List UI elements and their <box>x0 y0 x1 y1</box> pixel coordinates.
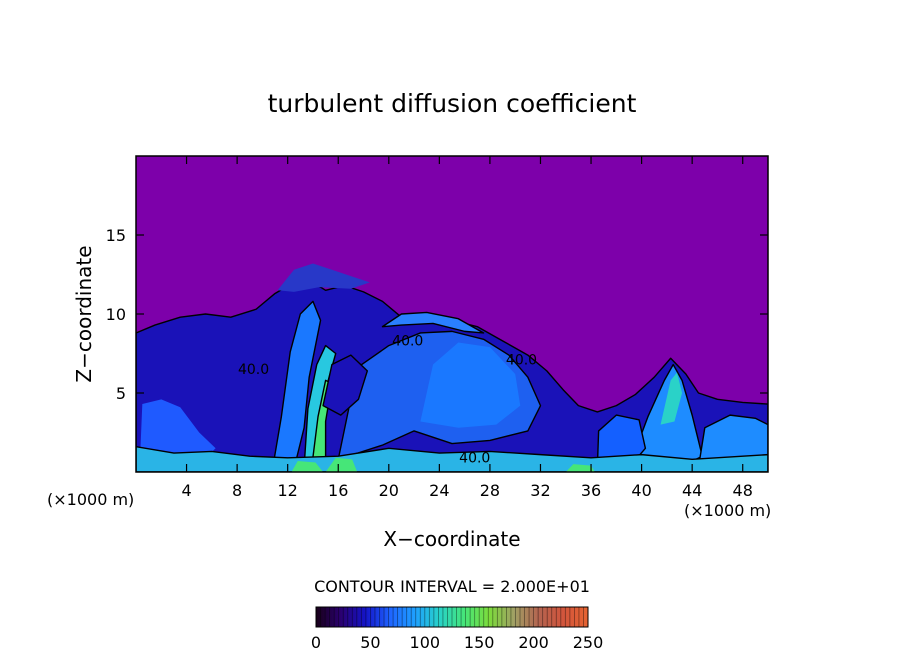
colorbar: 0 50 100 150 200 250 <box>311 606 604 652</box>
x-tick-label: 44 <box>682 481 702 500</box>
x-tick-label: 20 <box>379 481 399 500</box>
upper-filament <box>381 311 485 334</box>
contour-labels: 40.0 40.0 40.0 40.0 <box>238 334 537 467</box>
plot-area <box>136 156 768 472</box>
colorbar-tick-label: 250 <box>573 633 604 652</box>
column-left <box>271 300 322 470</box>
x-tick-label: 16 <box>328 481 348 500</box>
x-tick-label: 28 <box>480 481 500 500</box>
right-plume-core <box>660 372 683 425</box>
y-tick-label: 5 <box>116 384 126 403</box>
colorbar-fill <box>316 607 588 627</box>
contour-label: 40.0 <box>392 334 423 350</box>
x-tick-label: 24 <box>429 481 449 500</box>
y-tick-label: 15 <box>106 226 126 245</box>
x-unit-left: (×1000 m) <box>47 490 134 509</box>
mid-region-left <box>139 399 216 465</box>
bottom-green-patch-1 <box>291 460 324 472</box>
x-tick-label: 12 <box>278 481 298 500</box>
colorbar-tick-label: 200 <box>518 633 549 652</box>
x-tick-label: 8 <box>232 481 242 500</box>
x-tick-label: 48 <box>733 481 753 500</box>
colorbar-tick-label: 50 <box>360 633 380 652</box>
y-axis-label: Z−coordinate <box>72 245 96 382</box>
y-tick-label: 10 <box>106 305 126 324</box>
contour-label: 40.0 <box>459 451 490 467</box>
cloud-top-filament <box>277 263 370 292</box>
contour-label: 40.0 <box>506 353 537 369</box>
contour-label: 40.0 <box>238 362 269 378</box>
chart-title: turbulent diffusion coefficient <box>268 89 637 118</box>
colorbar-tick-label: 100 <box>410 633 441 652</box>
colorbar-tick-label: 150 <box>464 633 495 652</box>
far-right-cell <box>697 414 768 468</box>
bottom-cyan-band <box>136 446 768 472</box>
x-axis-label: X−coordinate <box>383 527 520 551</box>
bottom-green-patch-3 <box>565 464 595 472</box>
x-axis-ticks: 4 8 12 16 20 24 28 32 36 40 44 48 <box>181 156 753 500</box>
colorbar-frame <box>315 606 589 628</box>
x-tick-label: 4 <box>181 481 191 500</box>
vortex-center <box>322 354 369 416</box>
contour-interval-text: CONTOUR INTERVAL = 2.000E+01 <box>314 577 590 596</box>
colorbar-tick-label: 0 <box>311 633 321 652</box>
inner-dome <box>420 342 521 428</box>
x-unit-right: (×1000 m) <box>684 501 771 520</box>
bottom-green-patch-2 <box>325 457 358 472</box>
x-tick-label: 36 <box>581 481 601 500</box>
x-tick-label: 32 <box>530 481 550 500</box>
x-tick-label: 40 <box>631 481 651 500</box>
y-axis-ticks: 5 10 15 <box>106 226 768 403</box>
